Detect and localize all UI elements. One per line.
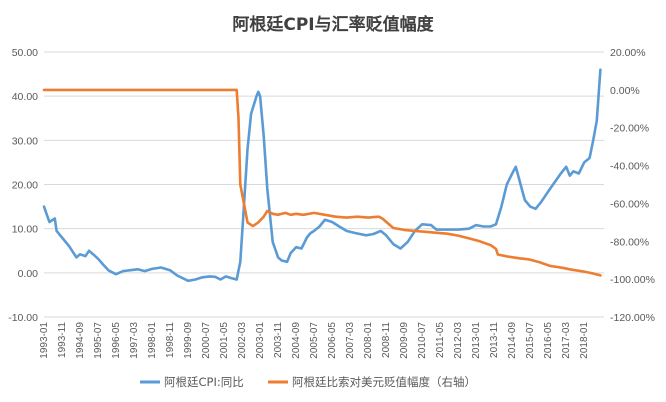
gridlines [44,51,604,318]
right-tick-label: 20.00% [610,47,646,59]
x-tick-label: 2014-09 [507,322,518,359]
x-tick-label: 2006-05 [327,322,338,359]
left-axis-ticks: -10.00 0.00 10.00 20.00 30.00 40.00 50.00 [8,47,38,324]
legend-label-fx: 阿根廷比索对美元贬值幅度（右轴） [292,375,476,389]
chart-title: 阿根廷CPI与汇率贬值幅度 [232,14,434,35]
right-tick-label: -100.00% [610,274,655,286]
x-tick-label: 2016-05 [543,322,554,359]
right-tick-label: -60.00% [610,198,649,210]
x-tick-label: 1993-01 [39,322,50,359]
x-tick-label: 2003-11 [273,322,284,358]
x-tick-label: 1993-11 [57,322,68,358]
right-axis-ticks: -120.00% -100.00% -80.00% -60.00% -40.00% -20… [610,47,655,324]
legend-label-cpi: 阿根廷CPI:同比 [164,375,244,389]
x-tick-label: 2007-03 [345,322,356,359]
x-tick-label: 1995-07 [93,322,104,359]
right-tick-label: 0.00% [610,85,640,97]
left-tick-label: 10.00 [12,224,38,236]
x-tick-label: 2011-05 [435,322,446,358]
left-tick-label: 50.00 [12,47,38,59]
x-tick-label: 2010-07 [417,322,428,359]
series-lines [42,68,602,283]
x-tick-label: 1996-05 [111,322,122,359]
left-tick-label: 20.00 [12,180,38,192]
right-tick-label: -20.00% [610,123,649,135]
right-tick-label: -120.00% [610,312,655,324]
left-tick-label: 0.00 [18,268,39,280]
x-tick-label: 1998-11 [165,322,176,358]
x-tick-label: 1997-03 [129,322,140,359]
x-tick-label: 2018-01 [579,322,590,359]
x-tick-label: 1999-09 [183,322,194,359]
x-tick-label: 2000-07 [201,322,212,359]
x-tick-label: 2009-09 [399,322,410,359]
x-tick-label: 2017-03 [561,322,572,359]
x-tick-label: 2004-09 [291,322,302,359]
left-tick-label: 40.00 [12,91,38,103]
left-tick-label: 30.00 [12,135,38,147]
x-tick-label: 2008-11 [381,322,392,358]
left-tick-label: -10.00 [8,312,38,324]
x-tick-label: 2005-07 [309,322,320,359]
x-tick-label: 2001-05 [219,322,230,359]
right-tick-label: -40.00% [610,161,649,173]
x-tick-label: 2012-03 [453,322,464,359]
x-axis-ticks: 1993-01 1993-11 1994-09 1995-07 1996-05 1997-… [39,322,590,359]
x-tick-label: 2013-01 [471,322,482,359]
x-tick-label: 2003-01 [255,322,266,359]
series-line-fx [42,88,602,277]
series-line-cpi [42,68,602,283]
x-tick-label: 1998-01 [147,322,158,359]
x-tick-label: 2008-01 [363,322,374,359]
legend: 阿根廷CPI:同比 阿根廷比索对美元贬值幅度（右轴） [140,375,476,389]
x-tick-label: 1994-09 [75,322,86,359]
right-tick-label: -80.00% [610,236,649,248]
x-tick-label: 2013-11 [489,322,500,358]
x-tick-label: 2002-03 [237,322,248,359]
x-tick-label: 2015-07 [525,322,536,359]
